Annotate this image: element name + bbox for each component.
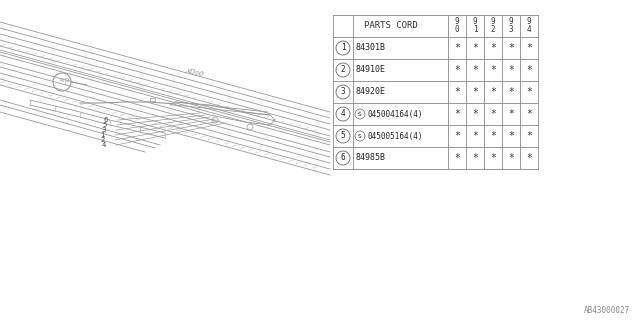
Text: *: * bbox=[454, 109, 460, 119]
Text: *: * bbox=[454, 131, 460, 141]
Text: S: S bbox=[358, 111, 362, 116]
Text: xDo0: xDo0 bbox=[186, 67, 205, 77]
Text: 045004164(4): 045004164(4) bbox=[367, 109, 422, 118]
Text: 1: 1 bbox=[340, 44, 346, 52]
Text: *: * bbox=[526, 131, 532, 141]
Text: 5: 5 bbox=[340, 132, 346, 140]
Text: *: * bbox=[526, 43, 532, 53]
Text: 4: 4 bbox=[527, 26, 531, 35]
Text: *: * bbox=[472, 43, 478, 53]
Text: *: * bbox=[490, 109, 496, 119]
Text: *: * bbox=[490, 131, 496, 141]
Text: *: * bbox=[490, 87, 496, 97]
Text: 9: 9 bbox=[454, 18, 460, 27]
Text: 9: 9 bbox=[473, 18, 477, 27]
Text: *: * bbox=[526, 153, 532, 163]
Text: 2: 2 bbox=[340, 66, 346, 75]
Text: *: * bbox=[472, 65, 478, 75]
Text: 5: 5 bbox=[102, 122, 107, 128]
Text: S: S bbox=[358, 133, 362, 139]
Text: *: * bbox=[508, 131, 514, 141]
Text: 1: 1 bbox=[473, 26, 477, 35]
Text: *: * bbox=[490, 153, 496, 163]
Text: R: R bbox=[60, 78, 64, 84]
Text: *: * bbox=[454, 153, 460, 163]
Text: PARTS CORD: PARTS CORD bbox=[364, 21, 417, 30]
Text: *: * bbox=[472, 153, 478, 163]
Text: 0: 0 bbox=[454, 26, 460, 35]
Text: 6: 6 bbox=[104, 117, 108, 123]
Text: 3: 3 bbox=[509, 26, 513, 35]
Text: *: * bbox=[472, 131, 478, 141]
Text: 84301B: 84301B bbox=[356, 44, 386, 52]
Text: AB43000027: AB43000027 bbox=[584, 306, 630, 315]
Text: 4: 4 bbox=[102, 142, 106, 148]
Text: *: * bbox=[526, 109, 532, 119]
Text: *: * bbox=[472, 109, 478, 119]
Text: *: * bbox=[454, 43, 460, 53]
Text: 3: 3 bbox=[102, 127, 106, 133]
Text: *: * bbox=[472, 87, 478, 97]
Text: 6: 6 bbox=[340, 154, 346, 163]
Text: 84920E: 84920E bbox=[356, 87, 386, 97]
Text: 84985B: 84985B bbox=[356, 154, 386, 163]
Text: *: * bbox=[526, 87, 532, 97]
Text: *: * bbox=[454, 65, 460, 75]
Text: 9: 9 bbox=[527, 18, 531, 27]
Text: 84910E: 84910E bbox=[356, 66, 386, 75]
Text: 2: 2 bbox=[491, 26, 495, 35]
Text: 2: 2 bbox=[64, 82, 67, 86]
Text: 9: 9 bbox=[491, 18, 495, 27]
Text: *: * bbox=[508, 109, 514, 119]
Text: 045005164(4): 045005164(4) bbox=[367, 132, 422, 140]
Text: *: * bbox=[508, 43, 514, 53]
Text: *: * bbox=[454, 87, 460, 97]
Text: 4: 4 bbox=[340, 109, 346, 118]
Text: 1: 1 bbox=[100, 132, 105, 138]
Text: *: * bbox=[508, 153, 514, 163]
Text: 2: 2 bbox=[100, 137, 105, 143]
Text: *: * bbox=[508, 65, 514, 75]
Text: O: O bbox=[65, 78, 69, 84]
Text: *: * bbox=[490, 65, 496, 75]
Text: *: * bbox=[526, 65, 532, 75]
Text: 9: 9 bbox=[509, 18, 513, 27]
Text: 3: 3 bbox=[340, 87, 346, 97]
Text: *: * bbox=[490, 43, 496, 53]
Text: *: * bbox=[508, 87, 514, 97]
